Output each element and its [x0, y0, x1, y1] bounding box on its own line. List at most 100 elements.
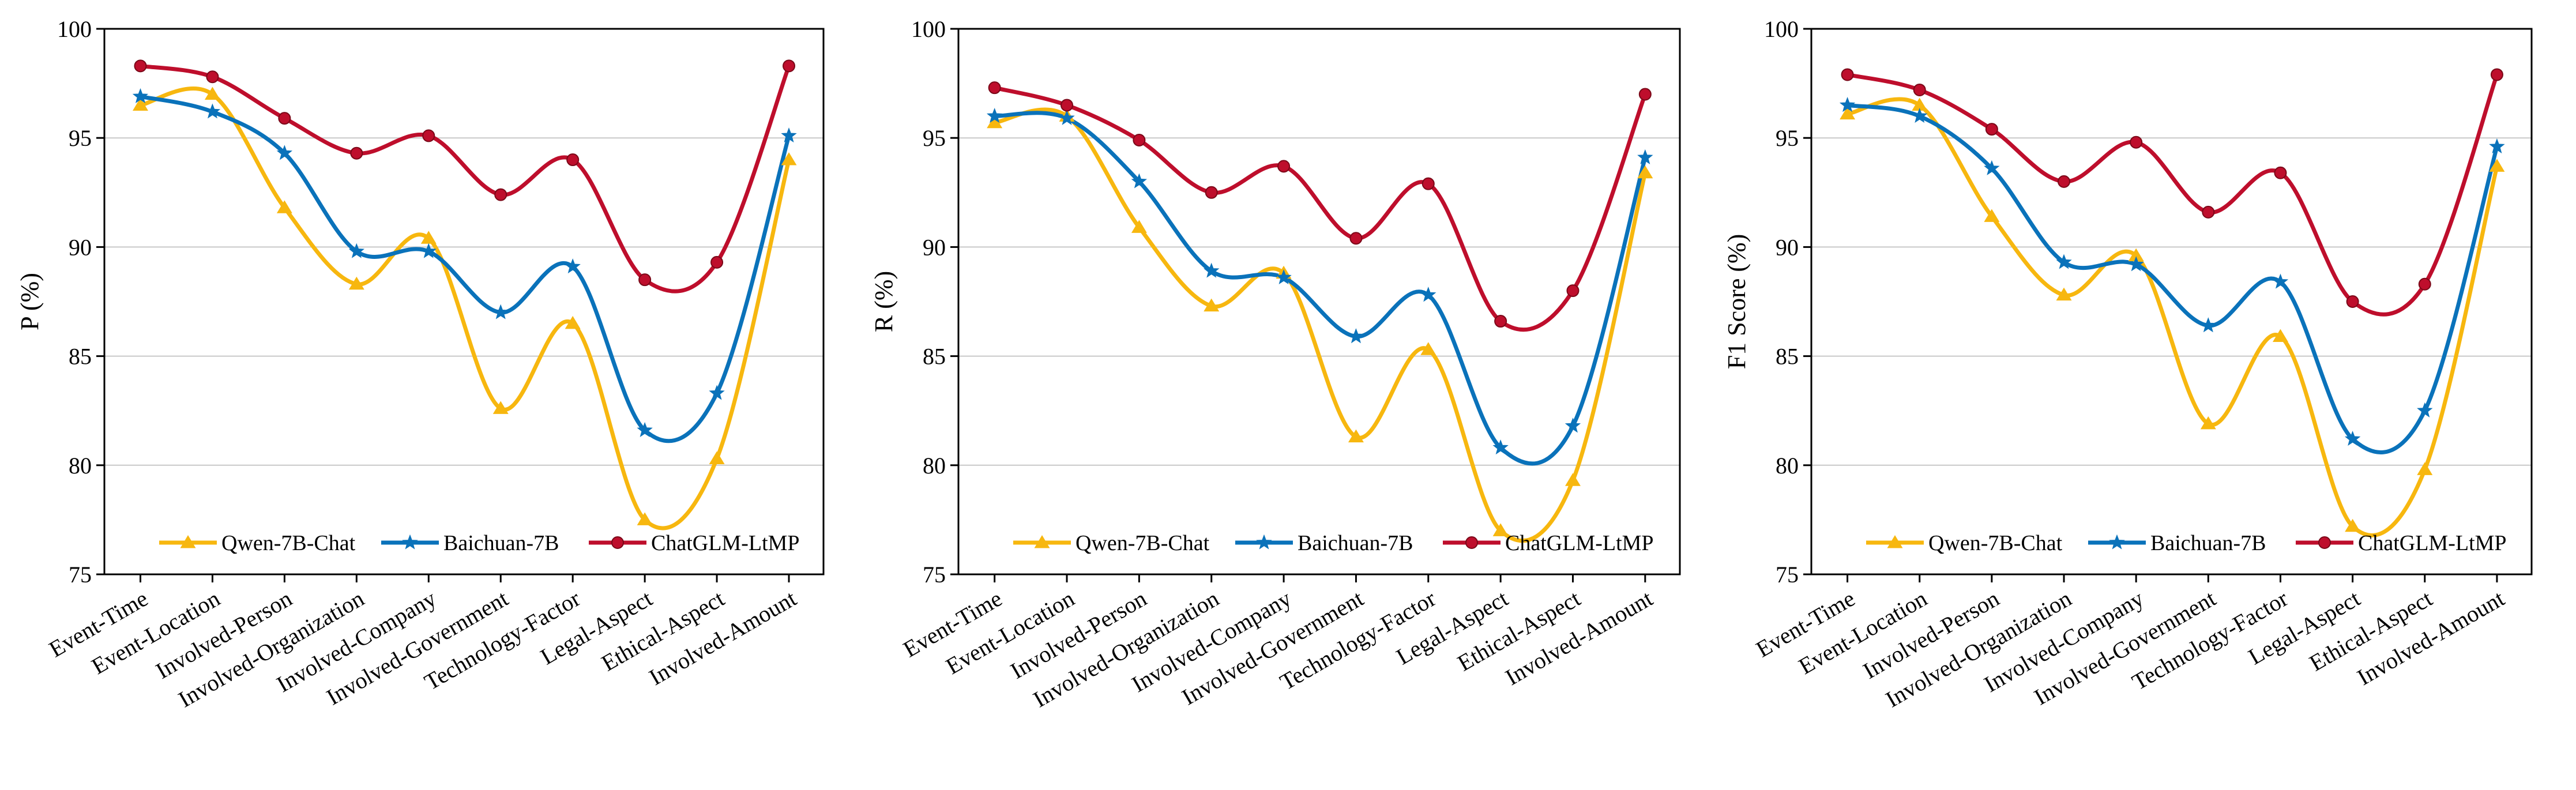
- y-tick-label: 90: [1776, 234, 1799, 260]
- data-point: [709, 385, 725, 400]
- data-point: [638, 273, 652, 287]
- plot-frame: [103, 28, 825, 575]
- legend-marker: [1256, 534, 1272, 550]
- legend-item: Qwen-7B-Chat: [159, 531, 356, 555]
- data-point: [132, 88, 149, 103]
- data-point: [1205, 186, 1218, 199]
- y-tick-label: 85: [923, 344, 946, 370]
- data-point: [206, 70, 219, 84]
- y-tick-label: 75: [923, 562, 946, 588]
- data-point: [2056, 287, 2072, 301]
- data-point: [204, 86, 220, 100]
- data-point: [420, 243, 437, 258]
- data-point: [2346, 295, 2359, 308]
- legend-label: ChatGLM-LtMP: [1505, 531, 1654, 555]
- data-point: [710, 255, 724, 269]
- data-point: [637, 422, 653, 437]
- series-line: [992, 107, 1648, 543]
- data-point: [2272, 273, 2289, 289]
- series-line: [1845, 97, 2499, 537]
- y-tick-label: 80: [1776, 453, 1799, 479]
- data-point: [2202, 205, 2215, 219]
- series-line: [992, 85, 1648, 332]
- data-point: [988, 81, 1001, 95]
- y-tick-label: 75: [69, 562, 92, 588]
- y-tick-label: 95: [1776, 125, 1799, 151]
- data-point: [1637, 165, 1653, 179]
- data-point: [781, 127, 797, 143]
- data-point: [1492, 439, 1509, 455]
- legend-marker: [1887, 535, 1903, 548]
- series-line: [138, 94, 791, 443]
- data-point: [2418, 277, 2431, 291]
- data-point: [781, 152, 797, 165]
- legend-item: Baichuan-7B: [381, 531, 559, 555]
- data-point: [2274, 166, 2287, 179]
- data-point: [1492, 523, 1509, 536]
- y-tick-label: 90: [69, 234, 92, 260]
- data-point: [1059, 110, 1075, 125]
- data-point: [1204, 262, 1220, 278]
- series-line: [138, 63, 791, 294]
- data-point: [2058, 175, 2071, 188]
- data-point: [1420, 342, 1436, 355]
- data-point: [1841, 68, 1854, 81]
- data-point: [1565, 417, 1581, 433]
- legend-item: ChatGLM-LtMP: [589, 531, 800, 555]
- data-point: [1348, 429, 1364, 443]
- data-point: [637, 512, 653, 525]
- data-point: [1839, 96, 1856, 112]
- plot-frame: [957, 28, 1681, 575]
- y-tick-label: 100: [57, 16, 92, 42]
- y-tick-label: 75: [1776, 562, 1799, 588]
- data-point: [1421, 177, 1435, 190]
- series-line: [138, 86, 791, 531]
- data-point: [986, 107, 1003, 123]
- legend-label: ChatGLM-LtMP: [651, 531, 800, 555]
- data-point: [1420, 287, 1436, 302]
- data-point: [2490, 68, 2503, 81]
- data-point: [2128, 256, 2144, 272]
- legend-item: Qwen-7B-Chat: [1866, 531, 2063, 555]
- data-point: [276, 200, 292, 213]
- legend-marker: [2318, 536, 2331, 549]
- y-tick-label: 95: [923, 125, 946, 151]
- data-point: [2417, 462, 2433, 475]
- data-point: [132, 97, 148, 111]
- data-point: [2489, 138, 2505, 154]
- data-point: [204, 103, 221, 119]
- data-point: [2345, 518, 2361, 532]
- data-point: [1637, 149, 1653, 164]
- legend-marker: [611, 536, 624, 549]
- data-point: [1494, 315, 1507, 328]
- data-point: [1840, 106, 1856, 120]
- data-point: [1565, 473, 1581, 486]
- data-point: [492, 304, 509, 319]
- y-axis-title: R (%): [870, 271, 898, 332]
- legend-label: Baichuan-7B: [2150, 531, 2266, 555]
- y-tick-label: 90: [923, 234, 946, 260]
- legend-item: Baichuan-7B: [1235, 531, 1413, 555]
- data-point: [1638, 88, 1652, 101]
- legend-marker: [180, 535, 196, 548]
- legend-label: Qwen-7B-Chat: [1075, 531, 1210, 555]
- legend-label: ChatGLM-LtMP: [2358, 531, 2507, 555]
- legend-item: Qwen-7B-Chat: [1013, 531, 1210, 555]
- data-point: [1348, 328, 1364, 344]
- y-tick-label: 95: [69, 125, 92, 151]
- data-point: [422, 129, 435, 142]
- legend-marker: [1465, 536, 1478, 549]
- data-point: [1912, 107, 1928, 123]
- data-point: [276, 145, 293, 160]
- data-point: [1061, 99, 1074, 112]
- data-point: [134, 59, 147, 73]
- data-point: [1204, 298, 1220, 312]
- y-tick-label: 100: [1764, 16, 1799, 42]
- legend-marker: [1034, 535, 1050, 548]
- legend-item: Baichuan-7B: [2088, 531, 2266, 555]
- data-point: [1566, 284, 1580, 298]
- data-point: [494, 188, 507, 201]
